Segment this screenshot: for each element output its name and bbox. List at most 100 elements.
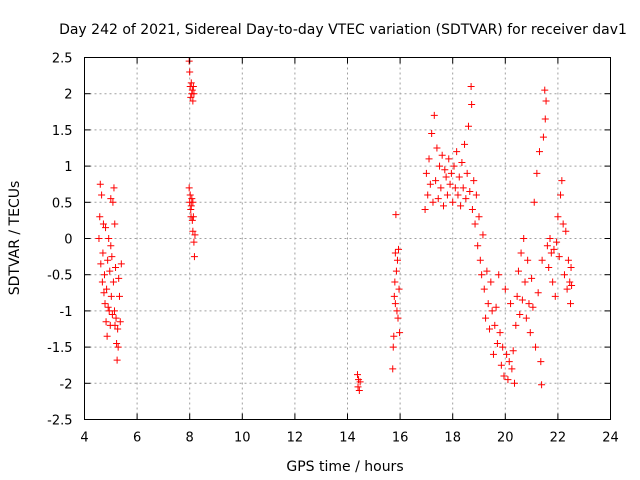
- data-point: [449, 198, 457, 206]
- data-point: [559, 220, 567, 228]
- data-point: [424, 191, 432, 199]
- data-point: [97, 260, 105, 268]
- data-point: [468, 206, 476, 214]
- data-point: [185, 184, 193, 192]
- data-point: [189, 227, 197, 235]
- data-point: [430, 111, 438, 119]
- x-tick-label: 20: [497, 431, 514, 446]
- data-point: [111, 220, 119, 228]
- data-point: [462, 195, 470, 203]
- data-point: [187, 79, 195, 87]
- x-tick-label: 10: [234, 431, 251, 446]
- data-point: [478, 271, 486, 279]
- data-point: [538, 381, 546, 389]
- data-point: [99, 249, 107, 257]
- data-point: [532, 343, 540, 351]
- data-point: [438, 151, 446, 159]
- data-point: [187, 93, 195, 101]
- data-point: [391, 249, 399, 257]
- data-point: [557, 191, 565, 199]
- data-point: [109, 278, 117, 286]
- data-point: [508, 365, 516, 373]
- data-point: [529, 303, 537, 311]
- data-point: [110, 307, 118, 315]
- data-point: [106, 267, 114, 275]
- data-point: [103, 285, 111, 293]
- x-tick-label: 16: [392, 431, 409, 446]
- data-point: [188, 195, 196, 203]
- data-point: [111, 321, 119, 329]
- data-point: [102, 318, 110, 326]
- data-point: [102, 224, 110, 232]
- data-point: [461, 140, 469, 148]
- data-point: [537, 358, 545, 366]
- y-tick-label: -1: [60, 305, 73, 320]
- x-tick-label: 22: [550, 431, 567, 446]
- y-tick-label: 1: [64, 160, 72, 175]
- x-tick-label: 4: [80, 431, 88, 446]
- data-point: [189, 82, 197, 90]
- data-point: [467, 82, 475, 90]
- data-point: [455, 173, 463, 181]
- data-point: [530, 198, 538, 206]
- data-point: [108, 253, 116, 261]
- data-point: [114, 325, 122, 333]
- data-point: [538, 256, 546, 264]
- data-point: [547, 249, 555, 257]
- data-point: [187, 213, 195, 221]
- data-point: [567, 263, 575, 271]
- data-point: [475, 213, 483, 221]
- data-point: [543, 242, 551, 250]
- data-point: [512, 321, 520, 329]
- data-point: [186, 191, 194, 199]
- data-point: [108, 311, 116, 319]
- data-point: [393, 307, 401, 315]
- data-point: [487, 278, 495, 286]
- data-point: [525, 300, 533, 308]
- data-point: [499, 343, 507, 351]
- data-point: [445, 155, 453, 163]
- data-point: [558, 177, 566, 185]
- data-point: [436, 162, 444, 170]
- x-tick-label: 6: [133, 431, 141, 446]
- y-axis-label: SDTVAR / TECUs: [7, 181, 23, 296]
- data-point: [428, 130, 436, 138]
- data-point: [439, 202, 447, 210]
- data-point: [391, 300, 399, 308]
- data-point: [513, 292, 521, 300]
- data-point: [104, 256, 112, 264]
- data-point: [100, 271, 108, 279]
- data-point: [190, 238, 198, 246]
- data-point: [189, 198, 197, 206]
- y-tick-label: 0: [64, 233, 72, 248]
- data-point: [190, 253, 198, 261]
- x-tick-label: 12: [287, 431, 304, 446]
- data-point: [395, 285, 403, 293]
- data-point: [395, 245, 403, 253]
- data-point: [511, 379, 519, 387]
- data-point: [546, 235, 554, 242]
- data-point: [555, 253, 563, 261]
- data-point: [393, 256, 401, 264]
- data-point: [437, 184, 445, 192]
- data-point: [109, 198, 117, 206]
- y-tick-label: 2.5: [52, 52, 73, 67]
- data-point: [390, 332, 398, 340]
- data-point: [356, 378, 364, 386]
- y-tick-label: 1.5: [52, 124, 73, 139]
- data-point: [503, 350, 511, 358]
- data-points: [95, 57, 576, 395]
- data-point: [496, 329, 504, 337]
- data-point: [107, 195, 115, 203]
- data-point: [447, 169, 455, 177]
- y-tick-label: -0.5: [47, 269, 72, 284]
- data-point: [113, 339, 121, 347]
- data-point: [391, 278, 399, 286]
- data-point: [470, 177, 478, 185]
- data-point: [516, 311, 524, 319]
- data-point: [551, 292, 559, 300]
- data-point: [482, 314, 490, 322]
- data-point: [450, 162, 458, 170]
- data-point: [567, 300, 575, 308]
